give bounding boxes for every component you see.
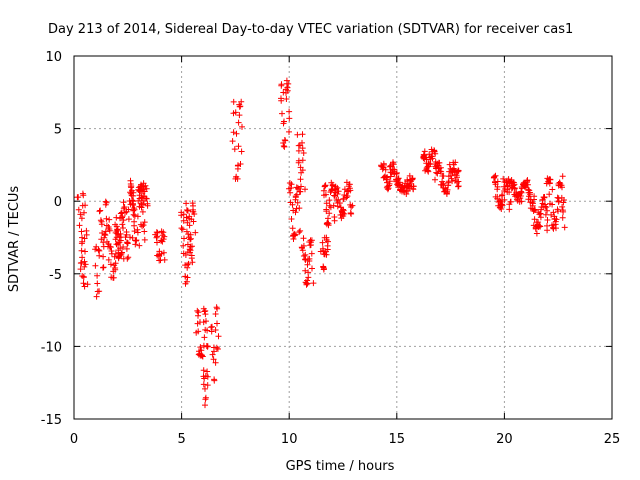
y-tick-label: 0 [54,195,62,210]
x-axis-label: GPS time / hours [286,459,395,474]
y-tick-label: -15 [41,413,62,428]
x-tick-label: 20 [496,432,513,447]
x-tick-label: 15 [389,432,406,447]
data-point-markers [74,77,568,409]
y-axis-label: SDTVAR / TECUs [7,186,22,293]
plot-frame [73,55,613,420]
data-points [74,77,568,409]
y-tick-label: -10 [41,340,62,355]
chart-title: Day 213 of 2014, Sidereal Day-to-day VTE… [48,22,573,37]
y-tick-label: -5 [49,268,62,283]
x-tick-label: 10 [281,432,298,447]
y-tick-label: 10 [45,50,62,65]
x-tick-label: 5 [177,432,185,447]
x-tick-label: 25 [604,432,621,447]
x-tick-label: 0 [70,432,78,447]
y-tick-label: 5 [54,123,62,138]
